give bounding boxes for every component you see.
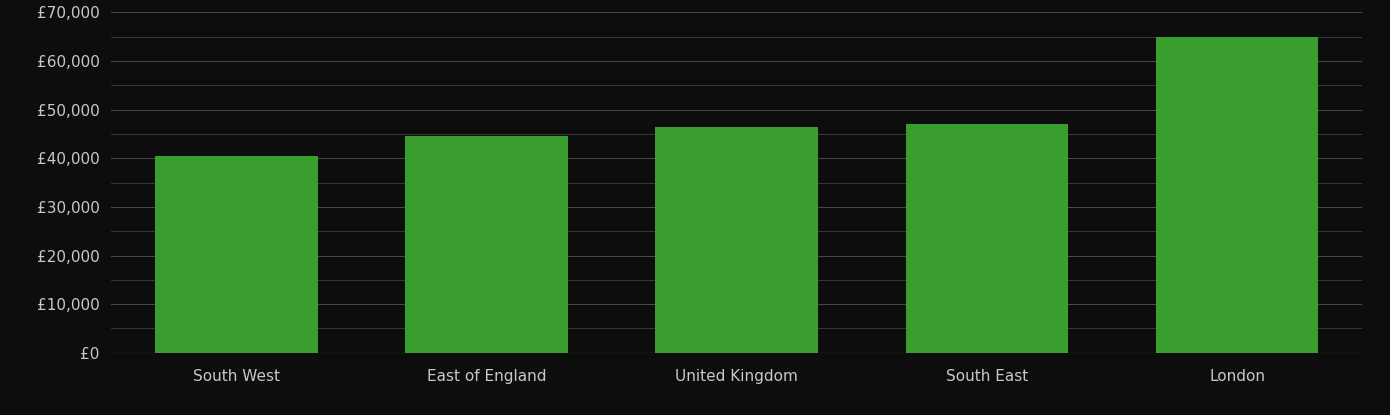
Bar — [156, 156, 317, 353]
Bar — [906, 124, 1069, 353]
Bar — [406, 137, 569, 353]
Bar — [656, 127, 819, 353]
Bar — [1156, 37, 1319, 353]
